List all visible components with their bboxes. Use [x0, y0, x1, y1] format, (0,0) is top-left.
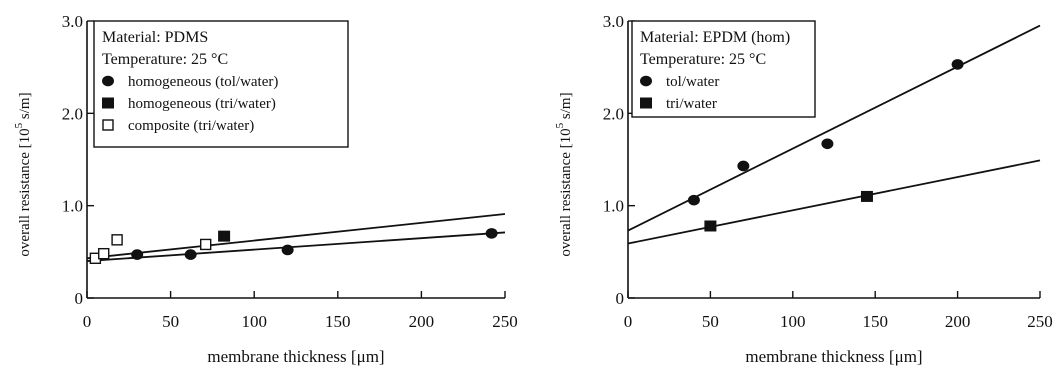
- y-tick-label: 0: [616, 289, 625, 308]
- y-tick-label: 3.0: [62, 12, 83, 31]
- y-tick-label: 2.0: [62, 104, 83, 123]
- x-tick-label: 200: [945, 312, 971, 331]
- data-point: [200, 238, 212, 251]
- data-point: [218, 230, 231, 242]
- data-point: [184, 249, 197, 260]
- legend-marker: [640, 97, 652, 109]
- legend-marker: [640, 75, 652, 87]
- legend-entry-label: composite (tri/water): [128, 118, 254, 134]
- data-point: [821, 138, 834, 150]
- legend-entry-label: homogeneous (tri/water): [128, 96, 276, 112]
- data-point: [111, 234, 123, 246]
- y-axis-label: overall resistance [105 s/m]: [13, 92, 33, 256]
- data-point: [281, 244, 294, 256]
- data-point: [485, 228, 498, 239]
- y-tick-label: 1.0: [62, 197, 83, 216]
- data-point: [737, 160, 750, 172]
- y-tick-label: 2.0: [603, 104, 624, 123]
- x-tick-label: 250: [492, 312, 518, 331]
- legend-entry-label: tri/water: [666, 96, 717, 112]
- x-tick-label: 200: [409, 312, 435, 331]
- x-axis-label: membrane thickness [μm]: [745, 347, 922, 366]
- legend-header-text: Temperature: 25 °C: [102, 51, 228, 68]
- legend-marker: [102, 119, 114, 131]
- data-point: [704, 220, 717, 232]
- legend-marker: [102, 97, 114, 109]
- x-tick-label: 50: [162, 312, 179, 331]
- x-tick-label: 250: [1027, 312, 1053, 331]
- x-axis-label: membrane thickness [μm]: [207, 347, 384, 366]
- y-tick-label: 1.0: [603, 197, 624, 216]
- data-point: [98, 247, 110, 260]
- fit-line: [86, 213, 506, 260]
- chart-panel-2: 0 50 100 150 200 250 0 1.0 2.0 3.0 membrane thickn…: [554, 12, 1053, 366]
- y-tick-label: 0: [75, 289, 84, 308]
- legend-header-text: Material: EPDM (hom): [640, 29, 790, 46]
- x-tick-label: 50: [702, 312, 719, 331]
- legend-header-text: Temperature: 25 °C: [640, 51, 766, 68]
- chart-panel-1: 0 50 100 150 200 250 0 1.0 2.0 3.0 membrane thickn…: [13, 12, 518, 366]
- fit-line: [86, 231, 506, 262]
- x-tick-label: 0: [624, 312, 633, 331]
- x-tick-label: 0: [83, 312, 92, 331]
- legend-marker: [102, 75, 114, 87]
- fit-line: [627, 159, 1041, 245]
- legend-box: [631, 20, 816, 118]
- data-point: [687, 194, 700, 206]
- x-tick-label: 150: [862, 312, 888, 331]
- data-point: [131, 249, 144, 260]
- x-tick-label: 150: [325, 312, 351, 331]
- legend-entry-label: tol/water: [666, 74, 719, 90]
- x-tick-label: 100: [780, 312, 806, 331]
- data-point: [951, 59, 964, 70]
- legend-box: [93, 20, 349, 148]
- data-point: [860, 190, 873, 202]
- y-tick-label: 3.0: [603, 12, 624, 31]
- legend-header-text: Material: PDMS: [102, 29, 208, 46]
- legend-entry-label: homogeneous (tol/water): [128, 74, 278, 90]
- y-axis-label: overall resistance [105 s/m]: [554, 92, 574, 256]
- x-tick-label: 100: [241, 312, 267, 331]
